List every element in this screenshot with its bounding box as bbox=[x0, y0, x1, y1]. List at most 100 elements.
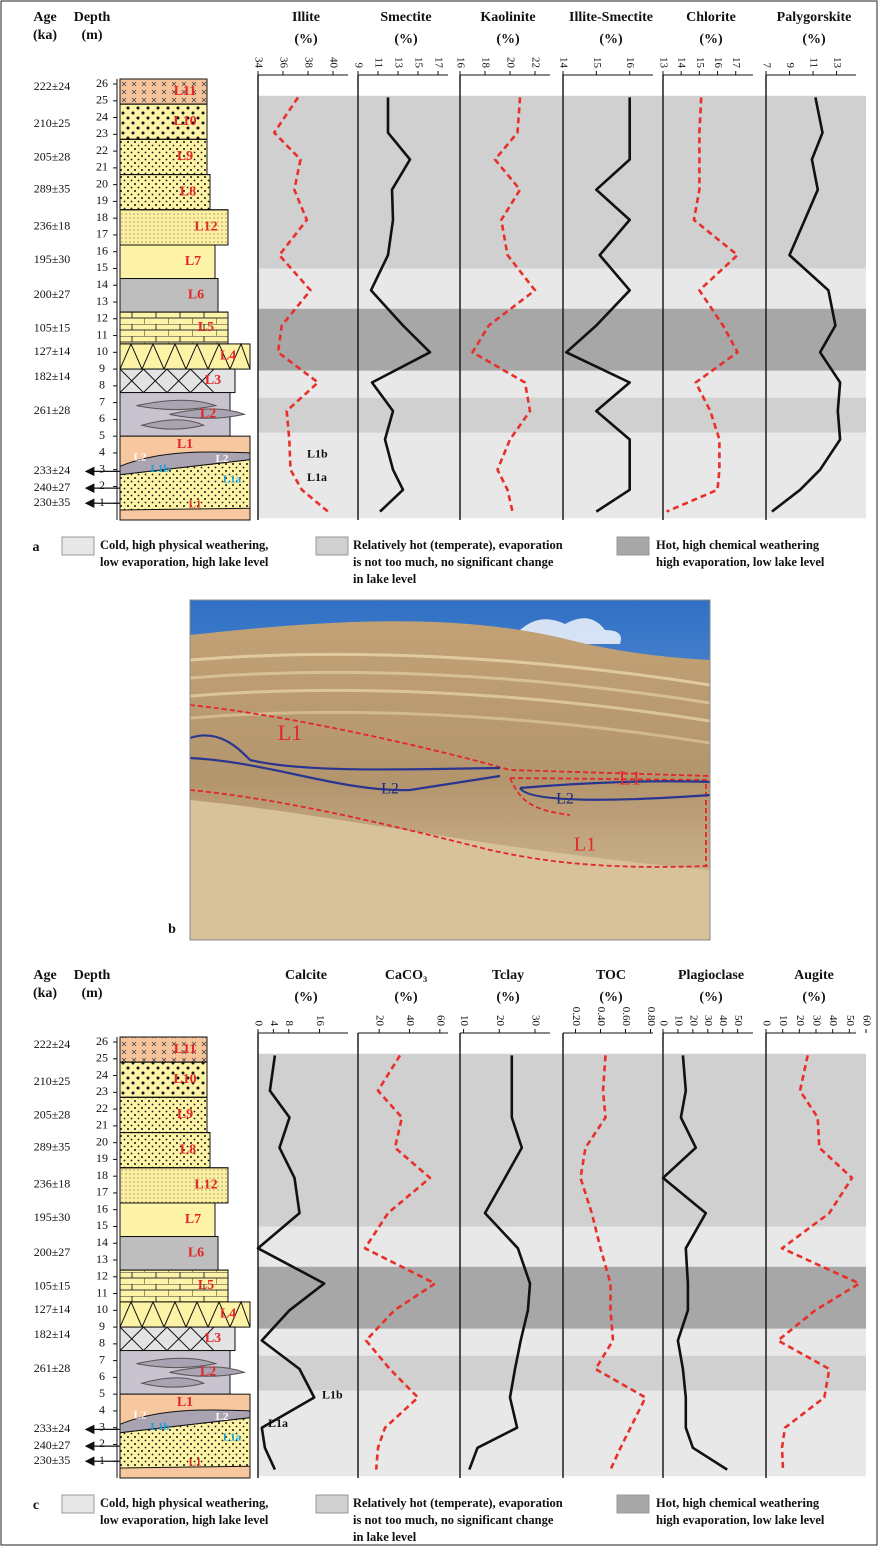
x-tick-label: 7 bbox=[760, 63, 772, 69]
inner-layer-label: L2 bbox=[134, 451, 147, 463]
depth-tick-label: 10 bbox=[96, 344, 108, 358]
depth-tick-label: 20 bbox=[96, 1134, 108, 1148]
photo-label: L1 bbox=[574, 834, 596, 856]
depth-tick-label: 15 bbox=[96, 1218, 108, 1232]
x-tick-label: 30 bbox=[529, 1015, 541, 1027]
age-label: 205±28 bbox=[34, 1108, 71, 1122]
depth-tick-label: 18 bbox=[96, 210, 108, 224]
legend-text: low evaporation, high lake level bbox=[100, 555, 269, 569]
chart-title: Calcite bbox=[285, 968, 327, 983]
depth-tick-label: 9 bbox=[99, 361, 105, 375]
chart-unit: (%) bbox=[294, 32, 318, 47]
climate-zone bbox=[258, 1391, 866, 1477]
depth-tick-label: 1 bbox=[99, 1453, 105, 1467]
legend-text: low evaporation, high lake level bbox=[100, 1513, 269, 1527]
legend-text: is not too much, no significant change bbox=[353, 555, 554, 569]
x-tick-label: 17 bbox=[432, 57, 444, 69]
climate-zone bbox=[258, 371, 866, 398]
x-tick-label: 10 bbox=[458, 1015, 470, 1027]
depth-tick-label: 20 bbox=[96, 176, 108, 190]
legend-text: in lake level bbox=[353, 572, 417, 586]
depth-tick-label: 11 bbox=[96, 327, 108, 341]
x-tick-label: 9 bbox=[784, 63, 796, 69]
x-tick-label: 0 bbox=[760, 1021, 772, 1027]
depth-tick-label: 19 bbox=[96, 193, 108, 207]
legend-swatch bbox=[617, 1495, 649, 1513]
layer-texture bbox=[120, 175, 210, 210]
layer-label: L12 bbox=[194, 220, 217, 235]
legend-text: high evaporation, low lake level bbox=[656, 1513, 825, 1527]
layer-label: L1 bbox=[177, 1395, 193, 1410]
panel-label: a bbox=[33, 540, 40, 555]
chart-unit: (%) bbox=[599, 990, 623, 1005]
age-label: 210±25 bbox=[34, 116, 71, 130]
x-tick-label: 20 bbox=[794, 1015, 806, 1027]
depth-tick-label: 4 bbox=[99, 1403, 105, 1417]
depth-tick-label: 7 bbox=[99, 394, 105, 408]
depth-header: Depth bbox=[74, 10, 111, 25]
chart-unit: (%) bbox=[699, 32, 723, 47]
x-tick-label: 0.40 bbox=[595, 1007, 607, 1027]
x-tick-label: 16 bbox=[712, 57, 724, 69]
layer-label: L10 bbox=[173, 1072, 196, 1087]
x-tick-label: 15 bbox=[412, 57, 424, 69]
age-label: 210±25 bbox=[34, 1074, 71, 1088]
depth-tick-label: 8 bbox=[99, 378, 105, 392]
climate-zone bbox=[258, 398, 866, 433]
climate-zone bbox=[258, 268, 866, 308]
depth-tick-label: 18 bbox=[96, 1168, 108, 1182]
legend-text: Relatively hot (temperate), evaporation bbox=[353, 1496, 563, 1510]
layer-label: L5 bbox=[198, 1278, 214, 1293]
depth-tick-label: 5 bbox=[99, 428, 105, 442]
inner-layer-label: L2 bbox=[134, 1409, 147, 1421]
x-tick-label: 8 bbox=[283, 1021, 295, 1027]
depth-tick-label: 5 bbox=[99, 1386, 105, 1400]
x-tick-label: 16 bbox=[454, 57, 466, 69]
x-tick-label: 11 bbox=[372, 57, 384, 68]
layer-label: L11 bbox=[174, 1042, 197, 1057]
depth-tick-label: 3 bbox=[99, 1419, 105, 1433]
depth-header: Depth bbox=[74, 968, 111, 983]
depth-tick-label: 16 bbox=[96, 1201, 108, 1215]
legend-text: Cold, high physical weathering, bbox=[100, 538, 268, 552]
chart-unit: (%) bbox=[496, 32, 520, 47]
age-label: 222±24 bbox=[34, 79, 71, 93]
depth-tick-label: 14 bbox=[96, 277, 108, 291]
climate-zone bbox=[258, 1329, 866, 1356]
depth-tick-label: 11 bbox=[96, 1285, 108, 1299]
chart-unit: (%) bbox=[294, 990, 318, 1005]
depth-tick-label: 15 bbox=[96, 260, 108, 274]
age-label: 182±14 bbox=[34, 1327, 71, 1341]
age-label: 230±35 bbox=[34, 1453, 71, 1467]
x-tick-label: 50 bbox=[844, 1015, 856, 1027]
photo-label: L1 bbox=[278, 720, 302, 745]
chart-title: Plagioclase bbox=[678, 968, 744, 983]
depth-tick-label: 21 bbox=[96, 160, 108, 174]
layer-label: L11 bbox=[174, 84, 197, 99]
x-tick-label: 13 bbox=[392, 57, 404, 69]
depth-tick-label: 22 bbox=[96, 143, 108, 157]
depth-tick-label: 3 bbox=[99, 461, 105, 475]
legend-text: Cold, high physical weathering, bbox=[100, 1496, 268, 1510]
chart-title: Augite bbox=[794, 968, 834, 983]
age-header: Age bbox=[33, 10, 56, 25]
legend-swatch bbox=[316, 1495, 348, 1513]
x-tick-label: 13 bbox=[831, 57, 843, 69]
inner-layer-label: L2 bbox=[216, 1411, 229, 1423]
x-tick-label: 20 bbox=[374, 1015, 386, 1027]
legend-swatch bbox=[617, 537, 649, 555]
chart-title: Smectite bbox=[380, 10, 431, 25]
chart-title: Illite bbox=[292, 10, 320, 25]
age-label: 222±24 bbox=[34, 1037, 71, 1051]
x-tick-label: 34 bbox=[252, 57, 264, 69]
depth-tick-label: 21 bbox=[96, 1118, 108, 1132]
climate-zone bbox=[258, 1356, 866, 1391]
depth-tick-label: 17 bbox=[96, 1185, 108, 1199]
layer-texture bbox=[120, 139, 207, 174]
x-tick-label: 11 bbox=[808, 57, 820, 68]
panel-label: c bbox=[33, 1498, 39, 1513]
chart-title: Illite-Smectite bbox=[569, 10, 653, 25]
legend-text: Hot, high chemical weathering bbox=[656, 1496, 820, 1510]
inner-layer-label: L2 bbox=[216, 453, 229, 465]
layer-texture bbox=[120, 1133, 210, 1168]
